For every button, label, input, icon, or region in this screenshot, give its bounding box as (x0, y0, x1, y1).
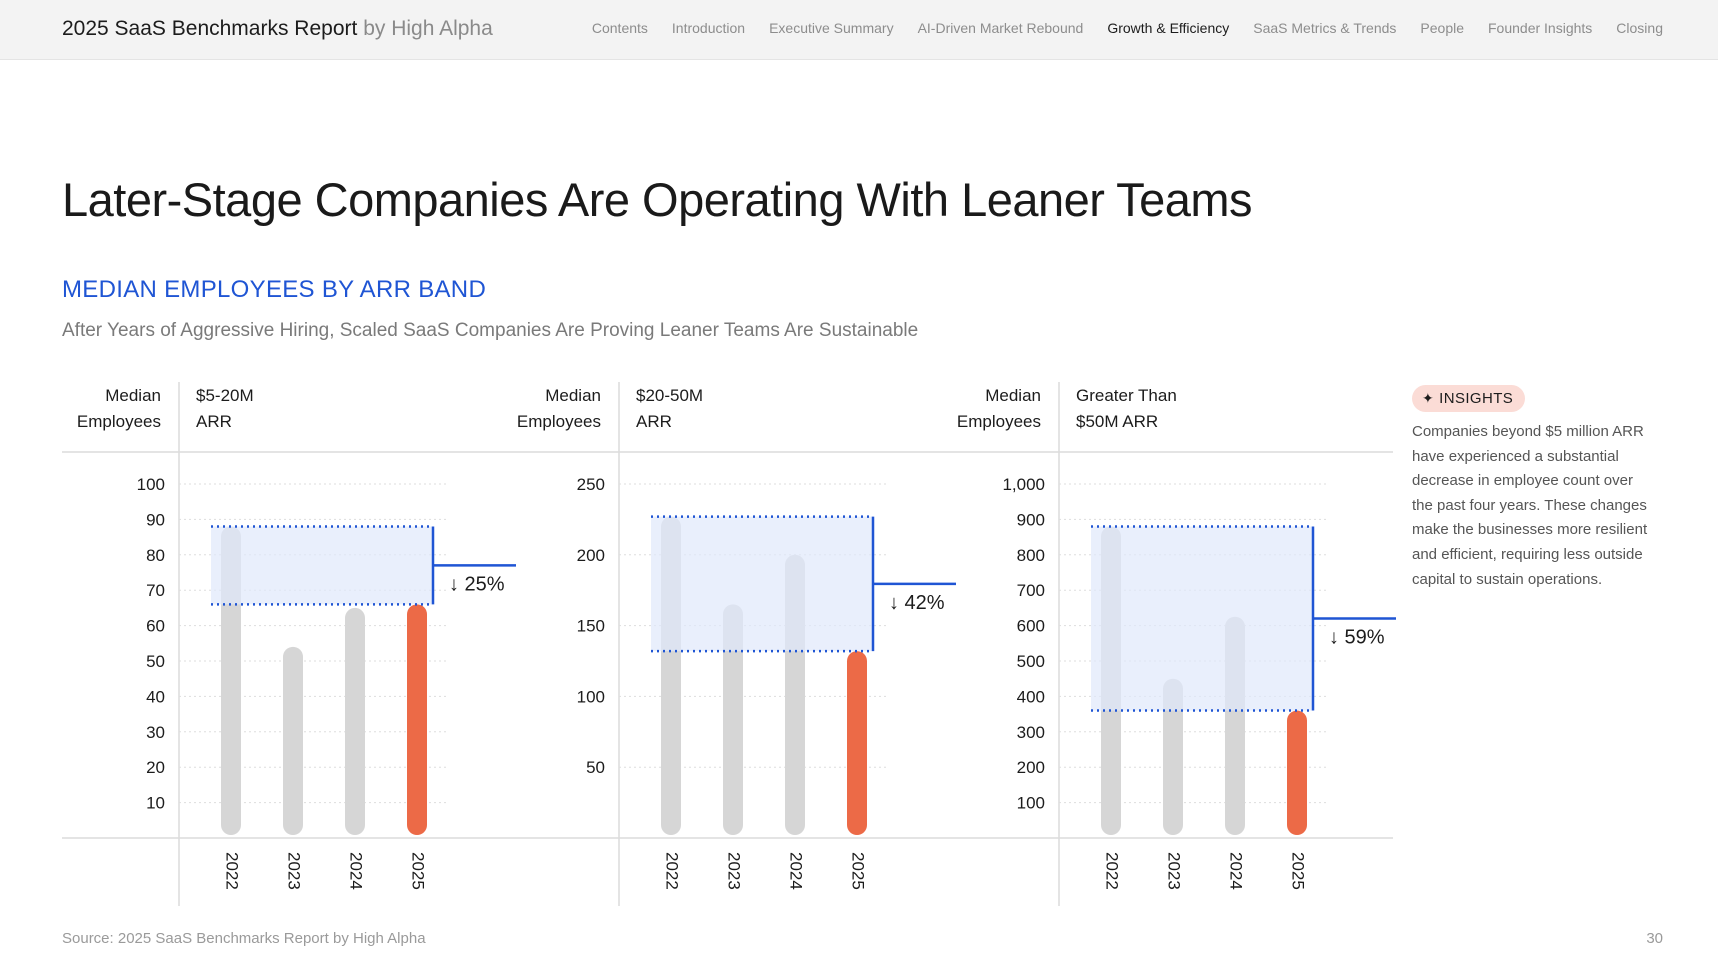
change-label: ↓ 42% (889, 592, 945, 614)
x-tick-label: 2023 (1165, 852, 1184, 890)
ylabel-line2: Employees (957, 412, 1041, 431)
page-number: 30 (1646, 930, 1663, 947)
bar-2025 (407, 604, 427, 835)
change-band (651, 516, 873, 652)
chart-panel-3: Median Employees Greater Than $50M ARR 100 20… (957, 382, 1396, 906)
chart-panel-2: Median Employees $20-50M ARR 50 100 150 200 250 2… (517, 382, 956, 906)
x-tick-label: 2025 (1289, 852, 1308, 890)
insights-badge-label: INSIGHTS (1439, 390, 1514, 407)
brand[interactable]: 2025 SaaS Benchmarks Report by High Alph… (62, 17, 493, 41)
page-title: Later-Stage Companies Are Operating With… (62, 173, 1253, 226)
y-tick-label: 500 (1017, 652, 1045, 671)
y-tick-label: 100 (137, 475, 165, 494)
bar-2023 (1163, 678, 1183, 835)
x-tick-label: 2024 (1227, 852, 1246, 890)
x-tick-label: 2022 (663, 852, 682, 890)
x-tick-label: 2022 (1103, 852, 1122, 890)
y-tick-label: 90 (146, 510, 165, 529)
arr-band-line1: $5-20M (196, 386, 254, 405)
x-tick-label: 2024 (347, 852, 366, 890)
nav-item-closing[interactable]: Closing (1616, 20, 1663, 36)
chart-panel-1: Median Employees $5-20M ARR 10 20 30 40 50 60 70 80… (77, 382, 516, 906)
nav-item-saas-metrics-trends[interactable]: SaaS Metrics & Trends (1253, 20, 1397, 36)
x-tick-label: 2025 (849, 852, 868, 890)
x-tick-label: 2023 (725, 852, 744, 890)
bar-2023 (283, 646, 303, 835)
change-band (211, 526, 433, 605)
chart-section-title: MEDIAN EMPLOYEES BY ARR BAND (62, 276, 487, 303)
x-tick-label: 2024 (787, 852, 806, 890)
source-note: Source: 2025 SaaS Benchmarks Report by H… (62, 930, 426, 947)
bar-2024 (345, 607, 365, 835)
nav-item-ai-driven-market-rebound[interactable]: AI-Driven Market Rebound (917, 20, 1084, 36)
bar-2025 (847, 651, 867, 835)
y-tick-label: 400 (1017, 687, 1045, 706)
y-tick-label: 150 (577, 617, 605, 636)
brand-by: by High Alpha (363, 17, 493, 40)
arr-band-line1: Greater Than (1076, 386, 1177, 405)
y-tick-label: 600 (1017, 617, 1045, 636)
nav-item-contents[interactable]: Contents (591, 20, 648, 36)
change-band (1091, 526, 1313, 711)
ylabel-line2: Employees (517, 412, 601, 431)
nav-item-executive-summary[interactable]: Executive Summary (769, 20, 894, 36)
nav-item-people[interactable]: People (1420, 20, 1464, 36)
x-tick-label: 2023 (285, 852, 304, 890)
arr-band-line1: $20-50M (636, 386, 703, 405)
y-tick-label: 300 (1017, 723, 1045, 742)
y-tick-label: 70 (146, 581, 165, 600)
change-label: ↓ 25% (449, 573, 505, 595)
insights-badge: ✦ INSIGHTS (1412, 385, 1526, 412)
y-tick-label: 250 (577, 475, 605, 494)
ylabel-line2: Employees (77, 412, 161, 431)
y-tick-label: 30 (146, 723, 165, 742)
y-tick-label: 100 (1017, 794, 1045, 813)
arr-band-line2: ARR (196, 412, 232, 431)
ylabel-line1: Median (545, 386, 601, 405)
ylabel-line1: Median (105, 386, 161, 405)
y-tick-label: 50 (146, 652, 165, 671)
arr-band-line2: $50M ARR (1076, 412, 1158, 431)
y-tick-label: 60 (146, 617, 165, 636)
y-tick-label: 20 (146, 758, 165, 777)
change-label: ↓ 59% (1329, 627, 1385, 649)
chart-caption: After Years of Aggressive Hiring, Scaled… (62, 320, 919, 341)
y-tick-label: 40 (146, 687, 165, 706)
y-tick-label: 900 (1017, 510, 1045, 529)
y-tick-label: 50 (586, 758, 605, 777)
nav-item-growth-efficiency[interactable]: Growth & Efficiency (1107, 20, 1230, 36)
bar-2025 (1287, 710, 1307, 835)
x-tick-label: 2022 (223, 852, 242, 890)
arr-band-line2: ARR (636, 412, 672, 431)
y-tick-label: 100 (577, 687, 605, 706)
y-tick-label: 80 (146, 546, 165, 565)
nav-item-founder-insights[interactable]: Founder Insights (1488, 20, 1593, 36)
y-tick-label: 1,000 (1002, 475, 1045, 494)
insights-text: Companies beyond $5 million ARR have exp… (1412, 423, 1648, 588)
section-nav: Contents Introduction Executive Summary AI-… (592, 20, 1663, 36)
sparkle-icon: ✦ (1422, 390, 1435, 406)
nav-item-introduction[interactable]: Introduction (671, 20, 746, 36)
top-bar: 2025 SaaS Benchmarks Report by High Alph… (0, 0, 1718, 60)
ylabel-line1: Median (985, 386, 1041, 405)
y-tick-label: 200 (577, 546, 605, 565)
y-tick-label: 10 (146, 794, 165, 813)
bar-2023 (723, 604, 743, 835)
y-tick-label: 200 (1017, 758, 1045, 777)
x-tick-label: 2025 (409, 852, 428, 890)
y-tick-label: 800 (1017, 546, 1045, 565)
brand-name: 2025 SaaS Benchmarks Report (62, 17, 358, 40)
y-tick-label: 700 (1017, 581, 1045, 600)
